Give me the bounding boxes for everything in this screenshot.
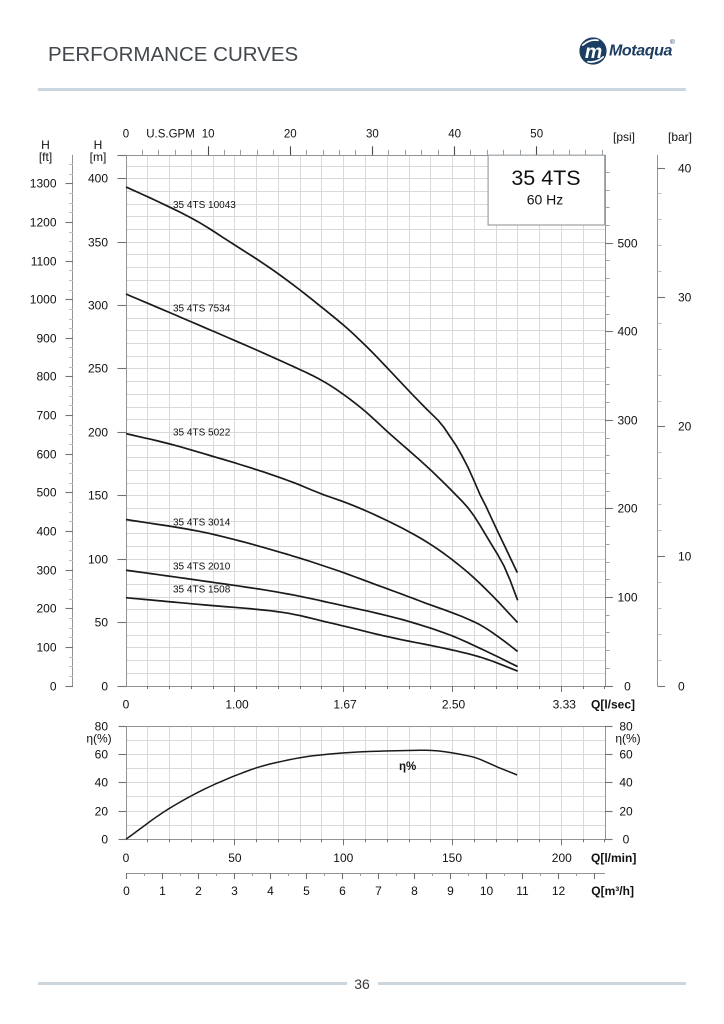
svg-text:50: 50 xyxy=(530,129,543,141)
svg-text:35 4TS 5022: 35 4TS 5022 xyxy=(173,428,231,439)
svg-text:0: 0 xyxy=(623,833,630,847)
svg-text:400: 400 xyxy=(617,325,637,339)
svg-text:10: 10 xyxy=(678,550,692,564)
svg-text:35 4TS 3014: 35 4TS 3014 xyxy=(173,518,231,529)
svg-text:2.50: 2.50 xyxy=(442,698,466,712)
svg-text:20: 20 xyxy=(95,805,109,819)
svg-text:500: 500 xyxy=(617,237,637,251)
svg-text:1200: 1200 xyxy=(30,216,57,230)
svg-text:250: 250 xyxy=(88,362,108,376)
svg-text:500: 500 xyxy=(36,486,56,500)
svg-text:[bar]: [bar] xyxy=(668,130,692,144)
svg-text:100: 100 xyxy=(333,851,353,865)
svg-text:40: 40 xyxy=(678,162,692,176)
svg-text:700: 700 xyxy=(36,409,56,423)
svg-text:100: 100 xyxy=(88,553,108,567)
svg-text:1000: 1000 xyxy=(30,293,57,307)
svg-text:12: 12 xyxy=(552,884,566,898)
svg-text:6: 6 xyxy=(339,884,346,898)
svg-text:400: 400 xyxy=(88,172,108,186)
svg-text:40: 40 xyxy=(95,776,109,790)
svg-text:350: 350 xyxy=(88,236,108,250)
svg-text:300: 300 xyxy=(36,564,56,578)
svg-text:40: 40 xyxy=(619,776,633,790)
svg-text:200: 200 xyxy=(36,602,56,616)
svg-text:150: 150 xyxy=(442,851,462,865)
svg-text:800: 800 xyxy=(36,370,56,384)
svg-text:1100: 1100 xyxy=(31,255,57,269)
svg-text:5: 5 xyxy=(303,884,310,898)
svg-text:300: 300 xyxy=(88,299,108,313)
svg-text:0: 0 xyxy=(123,698,130,712)
svg-text:[m]: [m] xyxy=(90,150,107,164)
svg-text:Q[l/sec]: Q[l/sec] xyxy=(591,698,635,712)
svg-text:Motaqua: Motaqua xyxy=(609,43,672,60)
svg-text:3: 3 xyxy=(231,884,238,898)
svg-text:20: 20 xyxy=(678,420,692,434)
svg-text:11: 11 xyxy=(516,884,529,898)
svg-text:60 Hz: 60 Hz xyxy=(527,192,564,208)
svg-text:2: 2 xyxy=(195,884,202,898)
svg-text:7: 7 xyxy=(375,884,382,898)
svg-text:300: 300 xyxy=(617,414,637,428)
svg-text:10: 10 xyxy=(202,129,215,141)
svg-text:m: m xyxy=(585,41,602,63)
svg-text:40: 40 xyxy=(448,129,461,141)
svg-text:200: 200 xyxy=(88,426,108,440)
svg-text:0: 0 xyxy=(123,851,130,865)
svg-text:1: 1 xyxy=(159,884,166,898)
svg-text:0: 0 xyxy=(123,884,130,898)
svg-text:3.33: 3.33 xyxy=(553,698,577,712)
svg-text:0: 0 xyxy=(678,680,685,694)
svg-text:Q[l/min]: Q[l/min] xyxy=(591,851,636,865)
svg-text:20: 20 xyxy=(619,805,633,819)
svg-text:1300: 1300 xyxy=(30,177,57,191)
svg-text:0: 0 xyxy=(101,680,108,694)
svg-text:400: 400 xyxy=(36,525,56,539)
svg-text:0: 0 xyxy=(50,680,57,694)
svg-text:[ft]: [ft] xyxy=(39,150,52,164)
svg-text:4: 4 xyxy=(267,884,274,898)
svg-text:η(%): η(%) xyxy=(615,732,640,746)
svg-text:H: H xyxy=(94,138,103,152)
svg-text:H: H xyxy=(41,138,50,152)
svg-text:0: 0 xyxy=(123,129,129,141)
svg-text:0: 0 xyxy=(101,833,108,847)
svg-text:150: 150 xyxy=(88,489,108,503)
svg-text:60: 60 xyxy=(619,748,633,762)
svg-text:1.00: 1.00 xyxy=(225,698,249,712)
svg-text:20: 20 xyxy=(284,129,297,141)
svg-text:U.S.GPM: U.S.GPM xyxy=(146,129,195,141)
svg-text:35 4TS 1508: 35 4TS 1508 xyxy=(173,585,231,596)
svg-text:35 4TS: 35 4TS xyxy=(511,166,580,190)
svg-text:30: 30 xyxy=(366,129,379,141)
svg-text:600: 600 xyxy=(36,448,56,462)
svg-text:35 4TS 10043: 35 4TS 10043 xyxy=(173,200,236,211)
svg-text:50: 50 xyxy=(95,616,109,630)
svg-text:®: ® xyxy=(670,38,675,46)
svg-text:30: 30 xyxy=(678,291,692,305)
svg-text:80: 80 xyxy=(619,720,633,734)
svg-text:200: 200 xyxy=(552,851,572,865)
svg-text:100: 100 xyxy=(617,591,637,605)
svg-text:Q[m³/h]: Q[m³/h] xyxy=(591,884,634,898)
svg-text:100: 100 xyxy=(36,641,56,655)
svg-text:[psi]: [psi] xyxy=(613,130,635,144)
svg-text:50: 50 xyxy=(228,851,242,865)
svg-text:80: 80 xyxy=(95,720,109,734)
svg-text:35 4TS 7534: 35 4TS 7534 xyxy=(173,304,231,315)
svg-text:35 4TS 2010: 35 4TS 2010 xyxy=(173,562,231,573)
svg-text:9: 9 xyxy=(447,884,454,898)
svg-text:η%: η% xyxy=(399,761,416,773)
svg-text:10: 10 xyxy=(480,884,494,898)
svg-text:60: 60 xyxy=(95,748,109,762)
svg-text:200: 200 xyxy=(617,502,637,516)
svg-text:0: 0 xyxy=(624,680,631,694)
svg-text:900: 900 xyxy=(36,332,56,346)
svg-text:8: 8 xyxy=(411,884,418,898)
svg-text:1.67: 1.67 xyxy=(333,698,357,712)
svg-text:η(%): η(%) xyxy=(86,732,111,746)
